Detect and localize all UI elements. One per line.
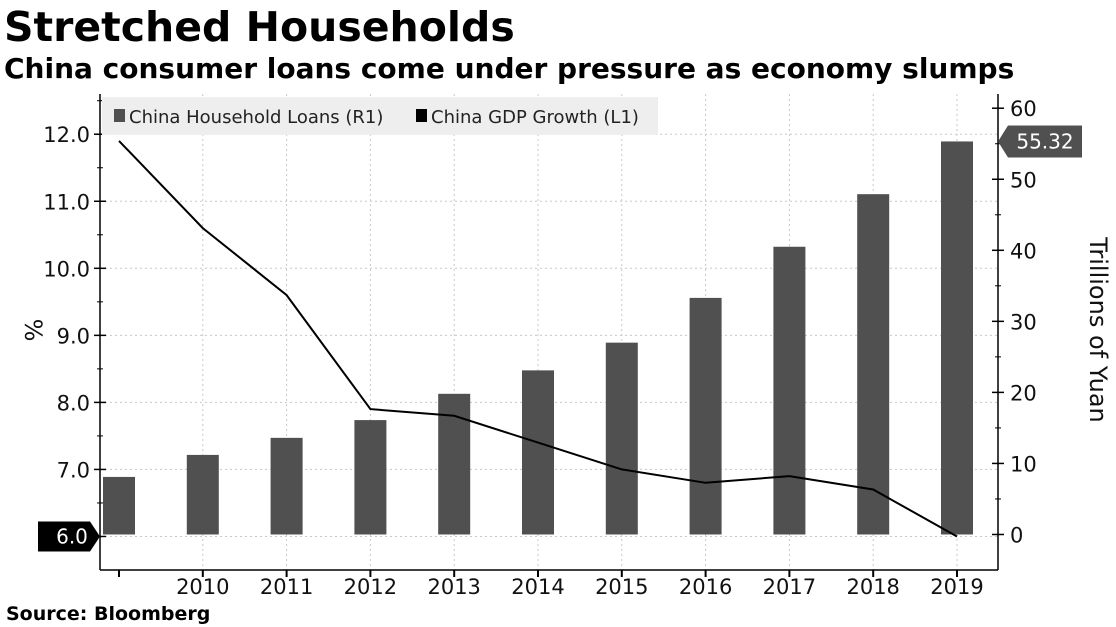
legend-label-loans: China Household Loans (R1) (129, 107, 383, 128)
right-tick-label: 50 (1010, 168, 1037, 192)
left-tick-label: 11.0 (43, 190, 90, 214)
right-tick-label: 40 (1010, 239, 1037, 263)
bar-2019 (941, 141, 973, 535)
right-tick-label: 60 (1010, 97, 1037, 121)
legend-label-gdp: China GDP Growth (L1) (431, 107, 639, 128)
right-tick-label: 10 (1010, 452, 1037, 476)
bar-2014 (522, 370, 554, 535)
chart-subtitle: China consumer loans come under pressure… (4, 52, 1015, 85)
x-tick-label: 2017 (763, 575, 816, 599)
bar-2018 (857, 194, 890, 535)
bar-2012 (354, 420, 387, 535)
right-last-value-badge (998, 125, 1082, 158)
bar-2013 (438, 393, 471, 535)
x-tick-label: 2018 (846, 575, 899, 599)
bar-2017 (773, 246, 806, 535)
legend-swatch-loans (114, 109, 125, 122)
bar-2009 (103, 476, 135, 535)
x-tick-label: 2012 (344, 575, 397, 599)
bar-2010 (186, 454, 219, 535)
bar-series (103, 141, 973, 535)
chart-title: Stretched Households (4, 3, 515, 51)
right-tick-label: 20 (1010, 381, 1037, 405)
bar-2015 (605, 342, 638, 535)
left-tick-label: 10.0 (43, 257, 90, 281)
x-tick-label: 2019 (930, 575, 983, 599)
bar-2011 (270, 437, 303, 535)
x-tick-label: 2016 (679, 575, 732, 599)
right-axis-title: Trillions of Yuan (1084, 236, 1112, 423)
right-tick-label: 30 (1010, 310, 1037, 334)
left-last-value-label: 6.0 (56, 524, 88, 548)
x-tick-label: 2014 (511, 575, 564, 599)
left-tick-label: 7.0 (57, 458, 90, 482)
right-last-value-label: 55.32 (1016, 129, 1073, 153)
x-tick-label: 2011 (260, 575, 313, 599)
legend-swatch-gdp (416, 109, 427, 122)
left-tick-label: 8.0 (57, 391, 90, 415)
line-series (118, 140, 958, 538)
x-tick-label: 2010 (176, 575, 229, 599)
x-tick-label: 2013 (427, 575, 480, 599)
legend: China Household Loans (R1) China GDP Grow… (102, 97, 658, 135)
value-badges: 6.0 55.32 (38, 125, 1082, 552)
left-tick-label: 9.0 (57, 324, 90, 348)
gdp-growth-line (118, 140, 958, 538)
bar-2016 (689, 297, 722, 535)
left-last-value-badge (38, 521, 100, 552)
right-tick-label: 0 (1010, 523, 1023, 547)
source-note: Source: Bloomberg (6, 603, 211, 625)
x-tick-label: 2015 (595, 575, 648, 599)
left-axis-title: % (19, 319, 47, 342)
axes: 7.0 8.0 9.0 10.0 11.0 12.0 0 10 20 30 40 50 60 2010 20… (19, 94, 1112, 599)
left-tick-label: 12.0 (43, 123, 90, 147)
legend-background (102, 97, 658, 135)
